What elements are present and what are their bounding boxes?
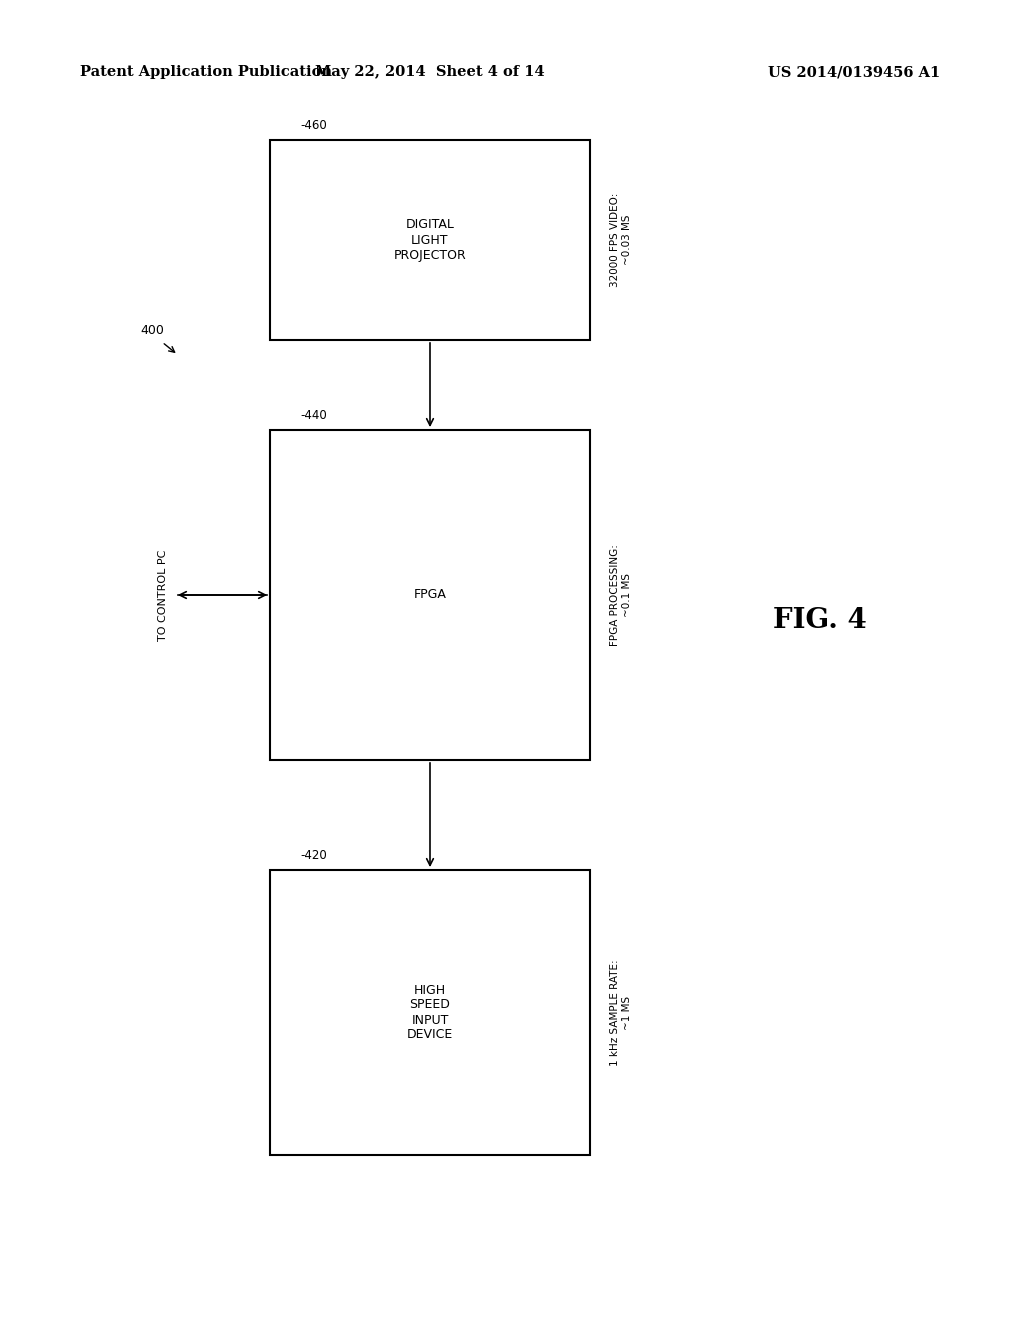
Text: TO CONTROL PC: TO CONTROL PC [158, 549, 168, 640]
Bar [270, 140, 590, 341]
Bar [270, 430, 590, 760]
Text: 400: 400 [140, 323, 164, 337]
Text: HIGH
SPEED
INPUT
DEVICE: HIGH SPEED INPUT DEVICE [407, 983, 454, 1041]
Text: -440: -440 [300, 409, 327, 422]
Text: Patent Application Publication: Patent Application Publication [80, 65, 332, 79]
Text: 1 kHz SAMPLE RATE:
~1 MS: 1 kHz SAMPLE RATE: ~1 MS [610, 960, 632, 1065]
Text: FPGA PROCESSING:
~0.1 MS: FPGA PROCESSING: ~0.1 MS [610, 544, 632, 645]
Bar [270, 870, 590, 1155]
Text: 32000 FPS VIDEO:
~0.03 MS: 32000 FPS VIDEO: ~0.03 MS [610, 193, 632, 288]
Text: -460: -460 [300, 119, 327, 132]
Text: FPGA: FPGA [414, 589, 446, 602]
Text: US 2014/0139456 A1: US 2014/0139456 A1 [768, 65, 940, 79]
Text: May 22, 2014  Sheet 4 of 14: May 22, 2014 Sheet 4 of 14 [315, 65, 545, 79]
Text: -420: -420 [300, 849, 327, 862]
Text: FIG. 4: FIG. 4 [773, 606, 867, 634]
Text: DIGITAL
LIGHT
PROJECTOR: DIGITAL LIGHT PROJECTOR [393, 219, 466, 261]
